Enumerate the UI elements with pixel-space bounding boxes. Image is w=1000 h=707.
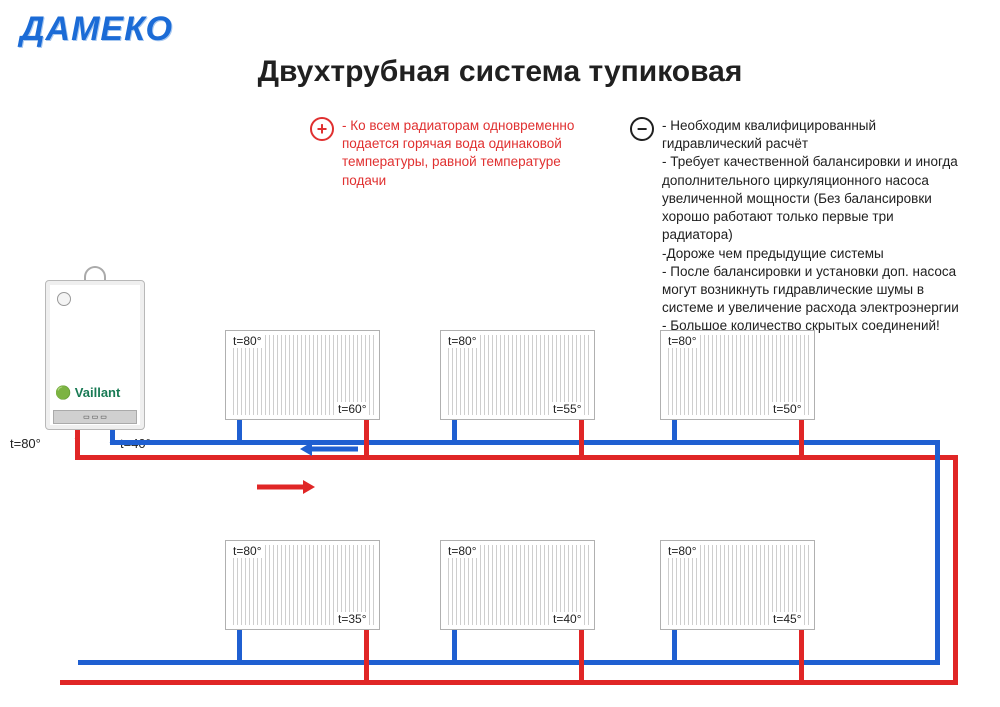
radiator-bottom-1-temp-in: t=80° <box>446 544 479 558</box>
bottom-return-trunk <box>78 660 940 665</box>
riser-return-top-0 <box>237 420 242 440</box>
radiator-top-0-temp-in: t=80° <box>231 334 264 348</box>
riser-return-top-1 <box>452 420 457 440</box>
radiator-top-2-temp-out: t=50° <box>771 402 804 416</box>
riser-return-bottom-2 <box>672 630 677 660</box>
boiler-control-panel: ▭ ▭ ▭ <box>53 410 137 424</box>
top-return-trunk <box>110 440 940 445</box>
riser-supply-top-1 <box>579 420 584 455</box>
radiator-top-1-temp-in: t=80° <box>446 334 479 348</box>
riser-supply-top-2 <box>799 420 804 455</box>
minus-icon: − <box>630 117 654 141</box>
pros-text: - Ко всем радиаторам одновременно подает… <box>342 117 590 190</box>
radiator-top-2-temp-in: t=80° <box>666 334 699 348</box>
riser-supply-bottom-0 <box>364 630 369 680</box>
riser-supply-bottom-1 <box>579 630 584 680</box>
boiler-hook <box>84 266 106 280</box>
boiler-brand-label: 🟢 Vaillant <box>55 385 120 401</box>
boiler-supply-temp: t=80° <box>10 436 41 451</box>
right-supply-drop <box>953 455 958 685</box>
riser-return-bottom-0 <box>237 630 242 660</box>
radiator-bottom-0-temp-in: t=80° <box>231 544 264 558</box>
riser-return-top-2 <box>672 420 677 440</box>
supply-arrow-icon: ↑ <box>73 432 80 447</box>
brand-text: ДАМЕКО <box>20 10 173 48</box>
bottom-supply-trunk <box>60 680 958 685</box>
page-title: Двухтрубная система тупиковая <box>0 55 1000 89</box>
riser-return-bottom-1 <box>452 630 457 660</box>
flow-arrow-return <box>300 440 360 463</box>
radiator-bottom-2-temp-out: t=45° <box>771 612 804 626</box>
radiator-top-0-temp-out: t=60° <box>336 402 369 416</box>
radiator-top-1-temp-out: t=55° <box>551 402 584 416</box>
radiator-bottom-2-temp-in: t=80° <box>666 544 699 558</box>
top-supply-trunk <box>75 455 958 460</box>
riser-supply-bottom-2 <box>799 630 804 680</box>
boiler-knob <box>57 292 71 306</box>
riser-supply-top-0 <box>364 420 369 455</box>
heating-diagram: 🟢 Vaillant▭ ▭ ▭↑↓t=80°t=40°t=80°t=60°t=8… <box>0 280 1000 700</box>
plus-icon: + <box>310 117 334 141</box>
radiator-bottom-1-temp-out: t=40° <box>551 612 584 626</box>
flow-arrow-supply <box>255 478 315 501</box>
radiator-bottom-0-temp-out: t=35° <box>336 612 369 626</box>
brand-logo: ДАМЕКО <box>20 10 173 49</box>
right-return-drop <box>935 440 940 665</box>
